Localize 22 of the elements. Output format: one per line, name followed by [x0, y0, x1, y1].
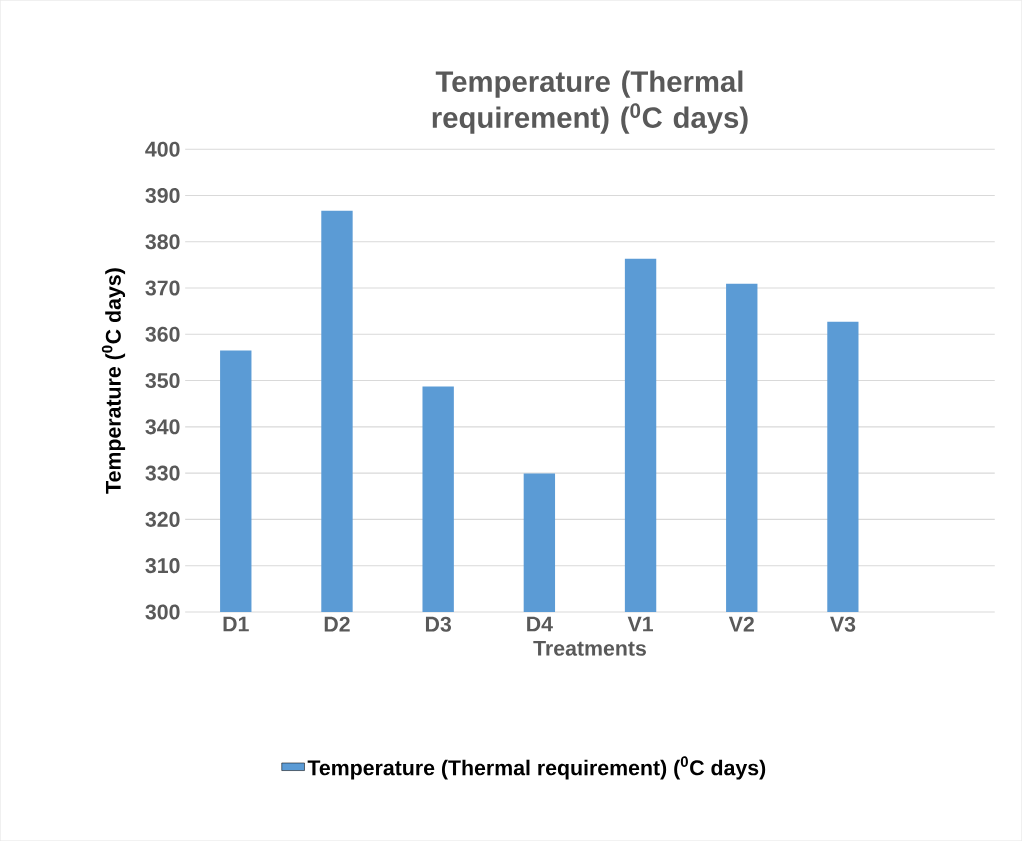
y-tick-label: 390 [145, 187, 180, 203]
y-tick-label: 350 [145, 372, 180, 389]
x-tick-label: V1 [627, 616, 654, 632]
x-tick-label: D4 [527, 616, 553, 632]
y-tick-label: 400 [145, 141, 180, 157]
y-tick-label: 300 [145, 604, 180, 620]
y-tick-label: 360 [145, 326, 180, 342]
x-tick-label: V2 [728, 616, 754, 632]
x-tick-label: D1 [223, 616, 249, 632]
x-axis-title: Treatments [533, 640, 646, 656]
x-tick-label: D2 [324, 616, 350, 632]
x-tick-label: D3 [425, 616, 452, 632]
chart-title: Temperature (Thermal requirement) ($^{0}$C days) [432, 70, 748, 134]
y-tick-label: 320 [145, 511, 180, 527]
y-tick-label: 310 [145, 558, 180, 574]
y-tick-label: 380 [145, 234, 180, 250]
x-tick-label: V3 [830, 616, 856, 632]
y-tick-label: 330 [145, 465, 180, 481]
y-axis-title: Temperature ($^{0}$C days) [101, 268, 126, 494]
y-tick-label: 340 [145, 419, 180, 435]
legend-label: Temperature (Thermal requirement) ($^{0}$C days) [307, 756, 766, 780]
y-tick-label: 370 [145, 280, 180, 296]
